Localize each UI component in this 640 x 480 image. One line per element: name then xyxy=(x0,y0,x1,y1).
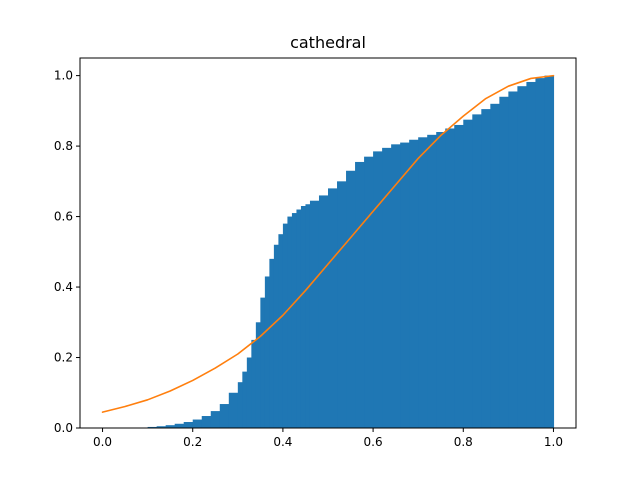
histogram-bar xyxy=(508,91,518,428)
y-tick-label: 0.2 xyxy=(54,351,73,365)
histogram-bar xyxy=(382,148,392,428)
histogram-bar xyxy=(175,424,185,428)
histogram-bar xyxy=(283,224,288,428)
y-tick-label: 1.0 xyxy=(54,69,73,83)
histogram-bar xyxy=(418,137,428,428)
y-tick-label: 0.6 xyxy=(54,210,73,224)
histogram-bar xyxy=(278,234,283,428)
y-tick-label: 0.4 xyxy=(54,280,73,294)
histogram-bar xyxy=(305,204,310,428)
y-tick-label: 0.0 xyxy=(54,421,73,435)
histogram-bar xyxy=(211,411,221,428)
histogram-bar xyxy=(269,259,274,428)
histogram-bar xyxy=(490,104,500,428)
histogram-bar xyxy=(296,210,301,428)
x-tick-label: 1.0 xyxy=(544,435,563,449)
histogram-bar xyxy=(346,171,356,428)
histogram-bar xyxy=(184,422,194,428)
histogram-bar xyxy=(242,372,247,428)
chart-title: cathedral xyxy=(290,33,366,52)
x-tick-label: 0.4 xyxy=(273,435,292,449)
x-tick-label: 0.8 xyxy=(454,435,473,449)
histogram-bar xyxy=(400,143,410,428)
y-tick-label: 0.8 xyxy=(54,139,73,153)
histogram-bar xyxy=(499,97,509,428)
histogram-bar xyxy=(247,358,252,428)
histogram-bar xyxy=(427,135,437,428)
histogram-bar xyxy=(251,340,256,428)
histogram-bar xyxy=(220,404,230,428)
histogram-bar xyxy=(202,416,212,428)
histogram-bar xyxy=(454,125,464,428)
histogram-bar xyxy=(310,201,320,428)
histogram-bar xyxy=(526,82,536,428)
histogram-bar xyxy=(463,120,473,428)
histogram-bar xyxy=(544,76,554,428)
x-tick-label: 0.0 xyxy=(93,435,112,449)
histogram-bar xyxy=(373,151,383,428)
histogram-bar xyxy=(481,109,491,428)
histogram-bar xyxy=(319,195,329,428)
histogram-bar xyxy=(364,157,374,428)
histogram-bar xyxy=(436,132,446,428)
histogram-bar xyxy=(337,181,347,428)
histogram-bar xyxy=(260,298,265,428)
histogram-bar xyxy=(535,78,545,428)
x-tick-label: 0.6 xyxy=(364,435,383,449)
histogram-bar xyxy=(274,245,279,428)
histogram-bar xyxy=(517,86,527,428)
histogram-bar xyxy=(238,382,243,428)
histogram-bar xyxy=(328,188,338,428)
histogram-bar xyxy=(292,213,297,428)
histogram-bar xyxy=(409,140,419,428)
histogram-bar xyxy=(229,393,239,428)
histogram-bar xyxy=(391,144,401,428)
histogram-bar xyxy=(265,276,270,428)
x-tick-label: 0.2 xyxy=(183,435,202,449)
histogram-bar xyxy=(301,206,306,428)
histogram-bar xyxy=(445,128,455,428)
histogram-bar xyxy=(355,162,365,428)
histogram-bar xyxy=(193,420,203,428)
histogram-bar xyxy=(287,217,292,428)
histogram-bar xyxy=(472,114,482,428)
